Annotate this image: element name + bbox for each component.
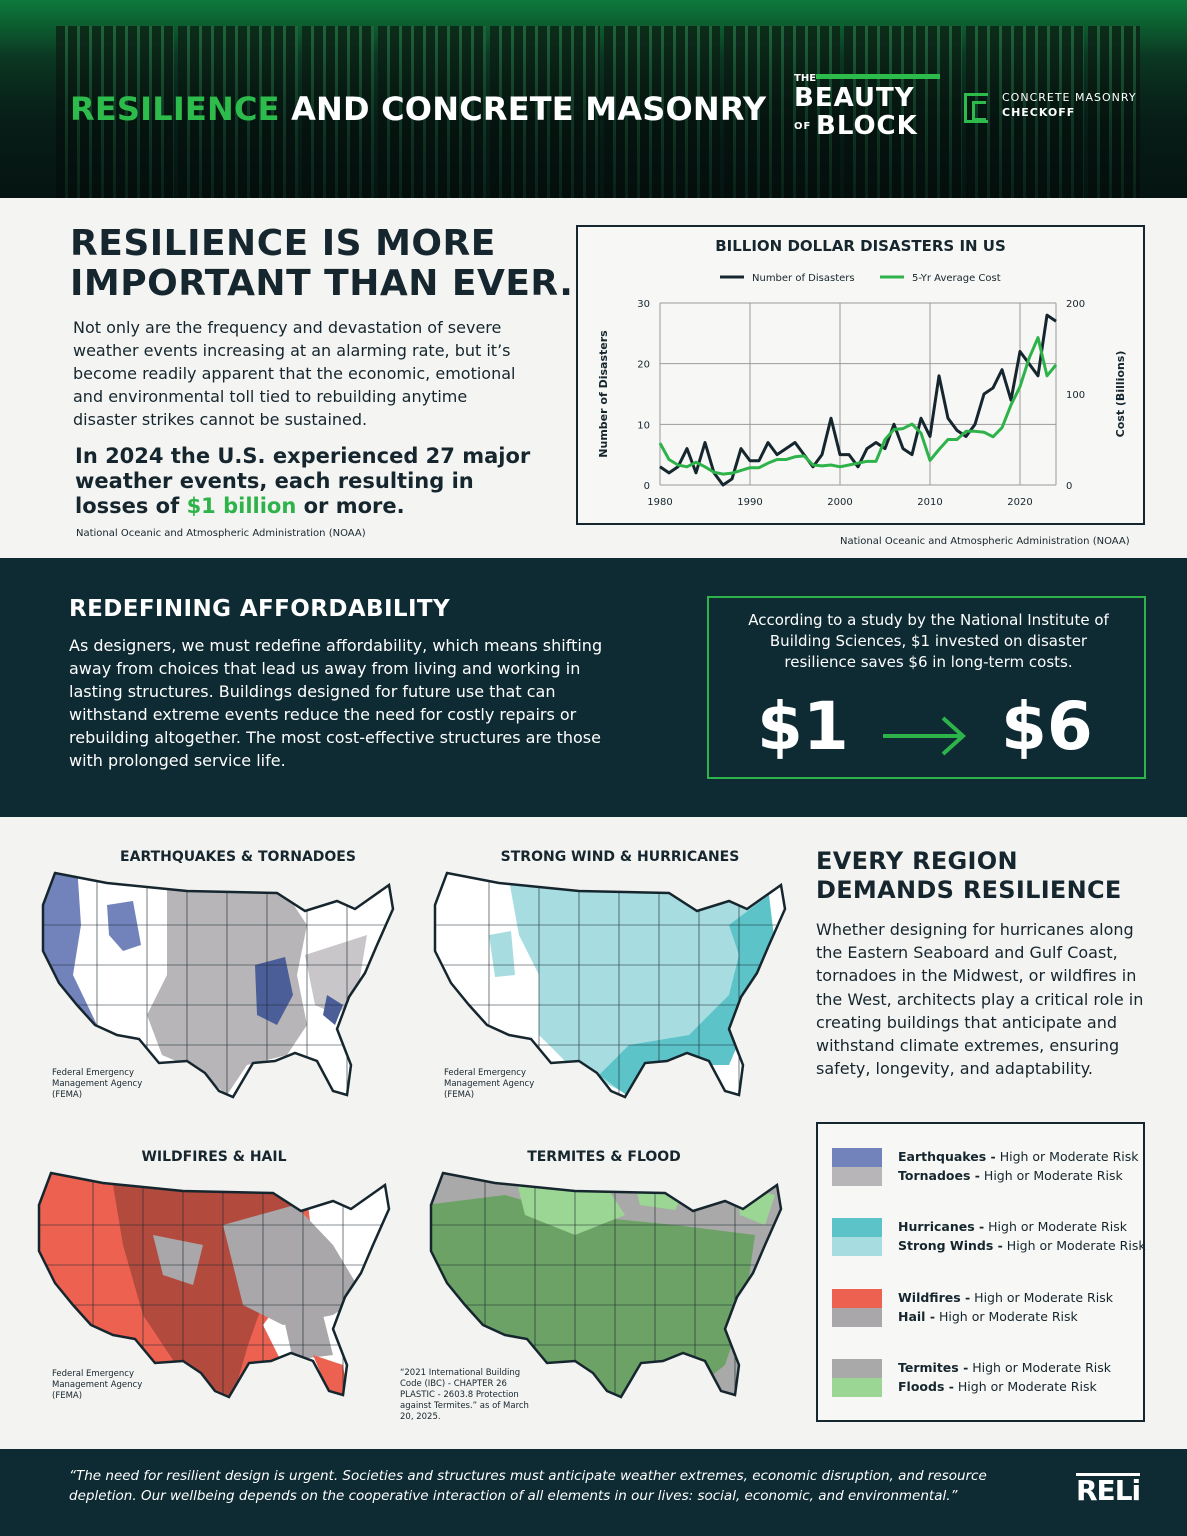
legend-label: Number of Disasters	[752, 273, 855, 284]
y-right-tick-label: 0	[1066, 481, 1072, 492]
y-right-tick-label: 200	[1066, 299, 1085, 310]
intro-heading: RESILIENCE IS MORE IMPORTANT THAN EVER.	[70, 223, 574, 304]
map-legend: Earthquakes - High or Moderate Risk Torn…	[816, 1122, 1146, 1422]
map4-source: “2021 International Building Code (IBC) …	[400, 1368, 529, 1422]
y-tick-label: 30	[637, 299, 650, 310]
map-title-termites: TERMITES & FLOOD	[527, 1149, 681, 1165]
legend-swatch	[832, 1378, 882, 1397]
footer-quote: “The need for resilient design is urgent…	[69, 1468, 987, 1504]
y-right-axis-label: Cost (Billions)	[1114, 351, 1127, 438]
termite-flood-map	[429, 1171, 783, 1399]
x-tick-label: 1990	[737, 497, 762, 508]
affordability-section: REDEFINING AFFORDABILITY As designers, w…	[0, 558, 1187, 817]
y-right-tick-label: 100	[1066, 390, 1085, 401]
affordability-body: As designers, we must redefine affordabi…	[69, 636, 603, 770]
chart-source: National Oceanic and Atmospheric Adminis…	[840, 536, 1130, 547]
map2-source: Federal Emergency Management Agency (FEM…	[444, 1068, 535, 1100]
legend-swatch	[832, 1167, 882, 1186]
intro-section: RESILIENCE IS MORE IMPORTANT THAN EVER. …	[0, 198, 1187, 558]
y-axis-label: Number of Disasters	[597, 330, 610, 458]
wind-hurricane-map	[433, 871, 787, 1099]
map1-source: Federal Emergency Management Agency (FEM…	[52, 1068, 143, 1100]
y-tick-label: 0	[644, 481, 650, 492]
series-line-5-yr-average-cost	[658, 336, 1058, 476]
x-tick-label: 2020	[1007, 497, 1032, 508]
y-tick-label: 10	[637, 420, 650, 431]
checkoff-logo-icon	[964, 93, 988, 123]
earthquake-tornado-map	[41, 871, 395, 1099]
y-tick-label: 20	[637, 360, 650, 371]
legend-swatch	[832, 1148, 882, 1167]
region-body: Whether designing for hurricanes along t…	[816, 920, 1144, 1079]
roi-from-value: $1	[757, 688, 849, 765]
beauty-of-block-logo: THE BEAUTY OF BLOCK	[794, 74, 940, 139]
legend-swatch	[832, 1237, 882, 1256]
legend-swatch	[832, 1359, 882, 1378]
disaster-chart: BILLION DOLLAR DISASTERS IN US 0 10 20 30 0 1…	[576, 225, 1145, 525]
roi-callout: According to a study by the National Ins…	[707, 596, 1146, 779]
map-title-wildfires: WILDFIRES & HAIL	[141, 1149, 287, 1165]
region-heading: EVERY REGION DEMANDS RESILIENCE	[816, 847, 1122, 904]
chart-plot: 0 10 20 30 0 100 200 1980 1990 2000 2010 2020 Number…	[597, 273, 1127, 508]
map-title-earthquakes: EARTHQUAKES & TORNADOES	[120, 849, 356, 865]
hero-banner: RESILIENCE AND CONCRETE MASONRY THE BEAU…	[0, 0, 1187, 198]
arrow-right-icon	[883, 716, 966, 756]
series-line-number-of-disasters	[659, 313, 1057, 487]
title-accent: RESILIENCE	[70, 90, 280, 128]
checkoff-logo: CONCRETE MASONRY CHECKOFF	[964, 91, 1137, 123]
wildfire-hail-map	[37, 1171, 391, 1399]
title-rest: AND CONCRETE MASONRY	[279, 90, 767, 128]
intro-body: Not only are the frequency and devastati…	[73, 318, 516, 429]
x-tick-label: 2010	[917, 497, 942, 508]
intro-source: National Oceanic and Atmospheric Adminis…	[76, 528, 366, 539]
roi-study-text: According to a study by the National Ins…	[748, 611, 1109, 671]
x-tick-label: 1980	[647, 497, 672, 508]
footer: “The need for resilient design is urgent…	[0, 1449, 1187, 1536]
x-tick-label: 2000	[827, 497, 852, 508]
regions-section: EARTHQUAKES & TORNADOES STRONG WIND & HU…	[0, 817, 1187, 1449]
legend-swatch	[832, 1308, 882, 1327]
page-title: RESILIENCE AND CONCRETE MASONRY	[70, 90, 766, 128]
legend-swatch	[832, 1218, 882, 1237]
chart-title: BILLION DOLLAR DISASTERS IN US	[715, 237, 1006, 255]
roi-to-value: $6	[1001, 688, 1093, 765]
legend-label: 5-Yr Average Cost	[912, 273, 1001, 284]
map3-source: Federal Emergency Management Agency (FEM…	[52, 1369, 143, 1401]
affordability-heading: REDEFINING AFFORDABILITY	[69, 596, 451, 622]
reli-logo: RELi	[1076, 1473, 1141, 1507]
legend-swatch	[832, 1289, 882, 1308]
intro-stat: In 2024 the U.S. experienced 27 major we…	[75, 444, 531, 518]
map-title-wind: STRONG WIND & HURRICANES	[500, 849, 740, 865]
